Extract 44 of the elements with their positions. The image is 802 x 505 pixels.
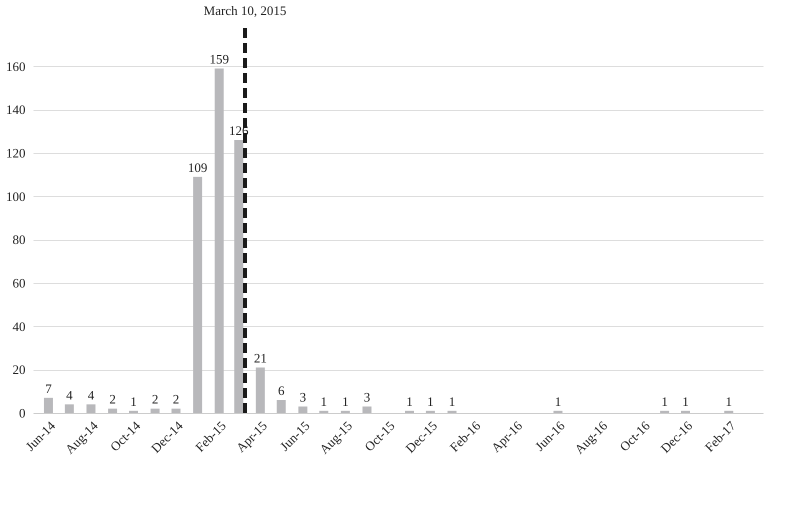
bar (276, 400, 286, 413)
data-label: 3 (300, 390, 306, 404)
y-tick-label: 0 (19, 406, 26, 420)
bar (150, 408, 160, 413)
data-label: 1 (427, 394, 434, 409)
bar (108, 408, 118, 413)
data-label: 4 (66, 387, 74, 402)
y-tick-label: 120 (6, 146, 26, 160)
data-label: 1 (448, 394, 456, 409)
data-label: 1 (320, 394, 328, 409)
y-tick-label: 140 (6, 102, 26, 118)
data-label: 7 (45, 380, 52, 396)
data-label: 1 (682, 394, 689, 409)
bar (64, 404, 74, 413)
data-label: 3 (364, 390, 370, 404)
y-tick-label: 40 (12, 318, 26, 334)
data-label: 6 (278, 383, 286, 398)
data-label: 1 (725, 394, 732, 409)
data-label: 1 (661, 394, 668, 409)
bar (86, 404, 96, 413)
data-label: 21 (254, 350, 267, 366)
y-tick-label: 80 (12, 232, 26, 248)
y-tick-label: 160 (6, 58, 26, 74)
bar (298, 406, 308, 413)
bar (44, 398, 53, 413)
bar (362, 406, 372, 413)
bar (256, 368, 265, 413)
y-tick-label: 60 (12, 276, 26, 290)
data-label: 1 (406, 394, 413, 409)
y-tick-label: 100 (6, 188, 26, 204)
data-label: 1 (342, 394, 349, 409)
bar (172, 408, 181, 413)
data-label: 1 (554, 394, 562, 409)
data-label: 109 (188, 160, 208, 175)
bar (214, 68, 224, 413)
y-tick-label: 20 (12, 362, 26, 378)
bar (193, 176, 202, 413)
data-label: 2 (172, 392, 180, 407)
ref-line-label: March 10, 2015 (204, 3, 286, 18)
data-label: 159 (209, 52, 229, 66)
data-label: 2 (109, 392, 116, 407)
data-label: 2 (152, 392, 158, 407)
data-label: 4 (88, 387, 95, 402)
data-label: 1 (130, 394, 137, 409)
